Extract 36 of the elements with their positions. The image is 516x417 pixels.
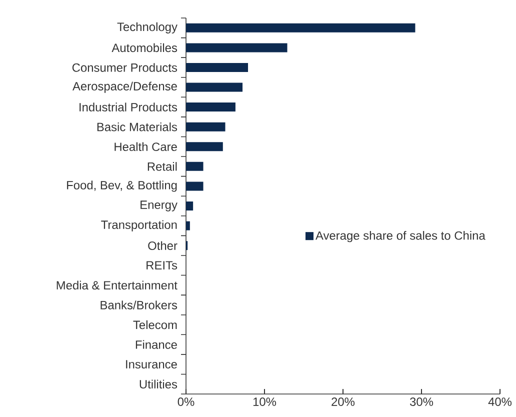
bar (186, 82, 243, 92)
bar (186, 62, 248, 72)
x-tick-label: 40% (488, 398, 512, 406)
y-tick-label: Other (148, 241, 178, 250)
y-tick-label: Industrial Products (80, 102, 178, 112)
y-tick-label: Banks/Brokers (100, 300, 178, 310)
y-tick-label: Media & Entertainment (56, 280, 178, 290)
y-tick-label: Health Care (114, 142, 177, 152)
y-tick-label: Food, Bev, & Bottling (67, 180, 177, 192)
y-tick-label: Insurance (126, 360, 177, 368)
legend-label: Average share of sales to China (316, 231, 486, 242)
bar (186, 162, 204, 171)
bar (186, 182, 204, 191)
bar (186, 122, 226, 132)
bar (186, 142, 223, 152)
y-tick-label: Consumer Products (72, 63, 178, 72)
bar (186, 23, 416, 32)
y-tick-label: Utilities (140, 380, 178, 388)
y-tick-label: Automobiles (112, 43, 178, 52)
bar (186, 221, 190, 230)
y-tick-label: Energy (140, 200, 178, 212)
bar (186, 202, 194, 211)
x-tick-label: 0% (178, 398, 194, 406)
bar (186, 43, 288, 52)
y-tick-label: Technology (117, 22, 178, 34)
y-tick-label: Telecom (133, 320, 177, 330)
y-tick-label: Basic Materials (97, 122, 178, 132)
x-tick-label: 20% (332, 398, 355, 406)
y-tick-label: Transportation (101, 220, 177, 232)
y-tick-label: Finance (136, 340, 177, 349)
x-tick-label: 10% (253, 398, 276, 406)
bar (186, 102, 236, 112)
y-tick-label: Aerospace/Defense (72, 82, 177, 93)
y-tick-label: Retail (148, 162, 177, 171)
y-tick-label: REITs (146, 261, 178, 270)
x-tick-label: 30% (410, 398, 434, 406)
